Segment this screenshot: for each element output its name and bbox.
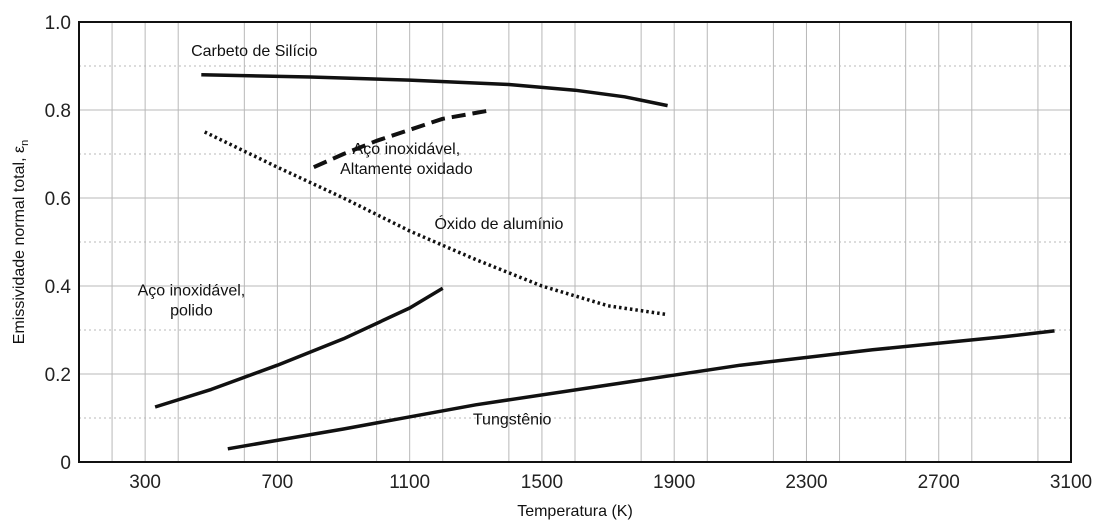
y-tick-label-3: 0.6: [45, 189, 71, 210]
x-tick-label-1: 700: [262, 472, 294, 493]
series-line-steel-oxidized: [312, 108, 493, 170]
series-label-line: polido: [170, 303, 213, 320]
x-axis-title: Temperatura (K): [517, 503, 633, 520]
series-label-line: Óxido de alumínio: [434, 214, 563, 233]
series-label-line: Aço inoxidável,: [353, 141, 461, 158]
series-group: [154, 73, 1055, 451]
series-label-sic: Carbeto de Silício: [191, 43, 317, 60]
series-label-line: Tungstênio: [473, 412, 552, 429]
y-axis-title-subscript: n: [19, 140, 31, 146]
y-axis-title: Emissividade normal total, εn: [11, 140, 31, 344]
y-tick-label-4: 0.8: [45, 101, 71, 122]
x-tick-label-5: 2300: [785, 472, 827, 493]
series-line-tungsten: [227, 329, 1055, 451]
y-tick-label-5: 1.0: [45, 13, 71, 34]
y-tick-label-0: 0: [60, 453, 71, 474]
y-axis-title-main: Emissividade normal total, ε: [11, 146, 28, 344]
x-tick-label-3: 1500: [521, 472, 563, 493]
series-label-tungsten: Tungstênio: [473, 412, 552, 429]
series-label-line: Aço inoxidável,: [138, 283, 246, 300]
x-tick-label-4: 1900: [653, 472, 695, 493]
x-tick-label-7: 3100: [1050, 472, 1092, 493]
x-tick-label-6: 2700: [918, 472, 960, 493]
series-label-line: Altamente oxidado: [340, 161, 473, 178]
y-tick-labels: 0 0.2 0.4 0.6 0.8 1.0: [45, 13, 72, 474]
series-label-line: Carbeto de Silício: [191, 43, 317, 60]
grid: [79, 21, 1072, 463]
series-line-sic: [201, 73, 668, 108]
plot-frame: [78, 21, 1072, 463]
x-tick-labels: 300 700 1100 1500 1900 2300 2700 3100: [129, 472, 1092, 493]
series-line-steel-polished: [154, 286, 444, 409]
series-label-steel-polished: Aço inoxidável, polido: [138, 283, 246, 320]
series-label-alumina: Óxido de alumínio: [434, 214, 563, 233]
x-tick-label-0: 300: [129, 472, 161, 493]
y-tick-label-2: 0.4: [45, 277, 72, 298]
series-label-steel-oxidized: Aço inoxidável, Altamente oxidado: [340, 141, 473, 178]
series-labels: Carbeto de Silício Aço inoxidável, Altamen…: [138, 43, 564, 429]
x-tick-label-2: 1100: [389, 472, 430, 493]
y-tick-label-1: 0.2: [45, 365, 71, 386]
